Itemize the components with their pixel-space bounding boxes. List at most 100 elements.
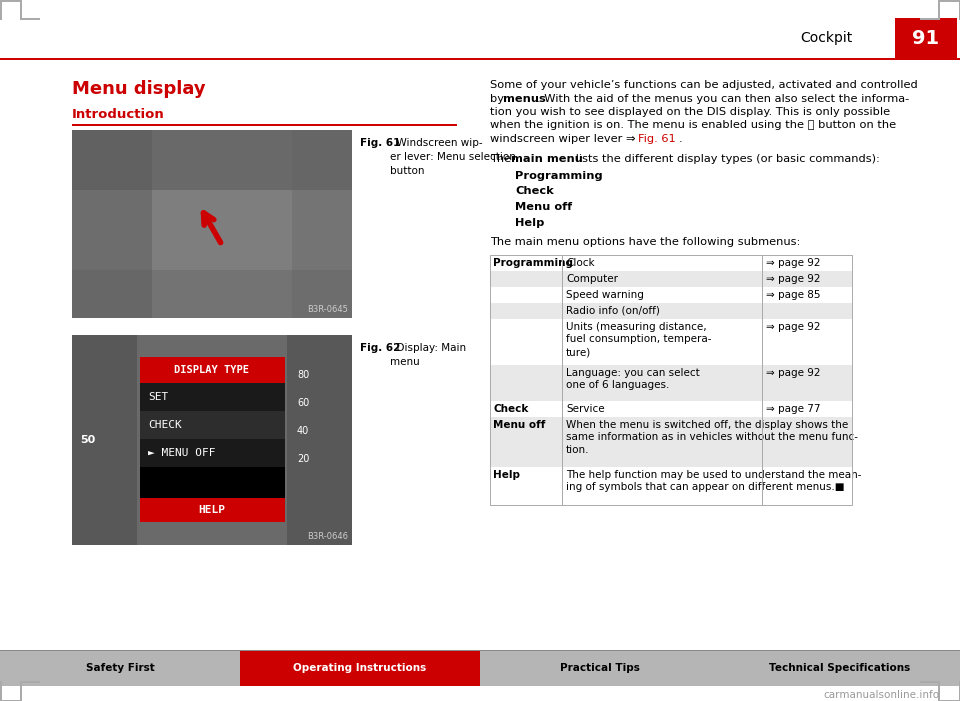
Bar bbox=[240, 651, 480, 686]
Text: The help function may be used to understand the mean-
ing of symbols that can ap: The help function may be used to underst… bbox=[566, 470, 861, 492]
Text: Computer: Computer bbox=[566, 273, 618, 283]
Bar bbox=[72, 270, 352, 318]
Bar bbox=[0, 681, 2, 701]
Text: Units (measuring distance,
fuel consumption, tempera-
ture): Units (measuring distance, fuel consumpt… bbox=[566, 322, 711, 357]
Text: Check: Check bbox=[493, 404, 528, 414]
Text: Language: you can select
one of 6 languages.: Language: you can select one of 6 langua… bbox=[566, 367, 700, 390]
Bar bbox=[490, 287, 852, 303]
Bar bbox=[958, 681, 960, 701]
Text: Some of your vehicle’s functions can be adjusted, activated and controlled: Some of your vehicle’s functions can be … bbox=[490, 80, 918, 90]
Bar bbox=[0, 0, 2, 20]
Text: Service: Service bbox=[566, 404, 605, 414]
Text: menus: menus bbox=[503, 93, 545, 104]
Text: B3R-0646: B3R-0646 bbox=[307, 532, 348, 541]
Bar bbox=[292, 130, 352, 318]
Bar bbox=[490, 303, 852, 318]
Bar bbox=[490, 416, 852, 466]
Text: Windscreen wip-
er lever: Menu selection
button: Windscreen wip- er lever: Menu selection… bbox=[390, 138, 516, 176]
Text: Programming: Programming bbox=[515, 171, 603, 181]
Text: Display: Main
menu: Display: Main menu bbox=[390, 343, 467, 367]
Bar bbox=[72, 130, 352, 318]
Bar bbox=[20, 681, 21, 701]
Bar bbox=[490, 271, 852, 287]
Bar bbox=[20, 681, 40, 683]
Bar bbox=[920, 18, 940, 20]
Bar bbox=[920, 681, 940, 683]
Text: Technical Specifications: Technical Specifications bbox=[769, 663, 911, 673]
Text: When the menu is switched off, the display shows the
same information as in vehi: When the menu is switched off, the displ… bbox=[566, 419, 858, 455]
Text: main menu: main menu bbox=[511, 154, 583, 163]
Bar bbox=[940, 0, 960, 1]
Bar bbox=[490, 318, 852, 365]
Bar bbox=[720, 651, 960, 686]
Text: 40: 40 bbox=[297, 426, 309, 436]
Text: lists the different display types (or basic commands):: lists the different display types (or ba… bbox=[572, 154, 880, 163]
Bar bbox=[938, 0, 940, 20]
Bar bbox=[72, 124, 457, 125]
Text: 20: 20 bbox=[297, 454, 309, 464]
Text: ► MENU OFF: ► MENU OFF bbox=[148, 448, 215, 458]
Text: CHECK: CHECK bbox=[148, 420, 181, 430]
Text: Fig. 61: Fig. 61 bbox=[638, 134, 676, 144]
Text: ⇒ page 92: ⇒ page 92 bbox=[766, 367, 821, 378]
Bar bbox=[20, 0, 21, 20]
Text: windscreen wiper lever ⇒: windscreen wiper lever ⇒ bbox=[490, 134, 636, 144]
Bar bbox=[480, 651, 720, 686]
Text: Practical Tips: Practical Tips bbox=[560, 663, 640, 673]
Text: Fig. 61: Fig. 61 bbox=[360, 138, 400, 148]
Bar bbox=[20, 18, 40, 20]
Bar bbox=[490, 400, 852, 416]
Text: The main menu options have the following submenus:: The main menu options have the following… bbox=[490, 237, 801, 247]
Text: ⇒ page 92: ⇒ page 92 bbox=[766, 273, 821, 283]
Bar bbox=[0, 700, 20, 701]
Text: Fig. 62: Fig. 62 bbox=[360, 343, 400, 353]
Text: Cockpit: Cockpit bbox=[800, 31, 852, 45]
Bar bbox=[940, 700, 960, 701]
Bar bbox=[72, 190, 352, 270]
Bar bbox=[140, 357, 285, 383]
Text: B3R-0645: B3R-0645 bbox=[307, 305, 348, 314]
Text: Operating Instructions: Operating Instructions bbox=[294, 663, 426, 673]
Text: .: . bbox=[679, 134, 683, 144]
Bar bbox=[140, 411, 285, 439]
Text: DISPLAY TYPE: DISPLAY TYPE bbox=[175, 365, 250, 375]
Text: Radio info (on/off): Radio info (on/off) bbox=[566, 306, 660, 315]
Text: when the ignition is on. The menu is enabled using the Ⓡ button on the: when the ignition is on. The menu is ena… bbox=[490, 121, 896, 130]
Text: Menu off: Menu off bbox=[515, 202, 572, 212]
Text: ⇒ page 92: ⇒ page 92 bbox=[766, 257, 821, 268]
Bar bbox=[490, 254, 852, 505]
Text: 50: 50 bbox=[80, 435, 95, 445]
Text: . With the aid of the menus you can then also select the informa-: . With the aid of the menus you can then… bbox=[537, 93, 909, 104]
Bar bbox=[140, 357, 285, 522]
Text: Safety First: Safety First bbox=[85, 663, 155, 673]
Bar bbox=[72, 335, 352, 545]
Text: by: by bbox=[490, 93, 508, 104]
Text: The: The bbox=[490, 154, 515, 163]
Bar bbox=[490, 254, 852, 271]
Bar bbox=[72, 130, 352, 190]
Text: Programming: Programming bbox=[493, 257, 573, 268]
Text: SET: SET bbox=[148, 392, 168, 402]
Text: 80: 80 bbox=[297, 370, 309, 380]
Text: Clock: Clock bbox=[566, 257, 594, 268]
Bar bbox=[287, 335, 352, 545]
Bar bbox=[958, 0, 960, 20]
Bar bbox=[490, 466, 852, 505]
Bar bbox=[140, 467, 285, 498]
Text: ⇒ page 77: ⇒ page 77 bbox=[766, 404, 821, 414]
Bar bbox=[490, 365, 852, 400]
Text: ⇒ page 85: ⇒ page 85 bbox=[766, 290, 821, 299]
Text: tion you wish to see displayed on the DIS display. This is only possible: tion you wish to see displayed on the DI… bbox=[490, 107, 890, 117]
Bar bbox=[938, 681, 940, 701]
Text: 91: 91 bbox=[912, 29, 940, 48]
Bar bbox=[140, 498, 285, 522]
Bar bbox=[0, 58, 960, 60]
Text: carmanualsonline.info: carmanualsonline.info bbox=[824, 690, 940, 700]
Bar bbox=[0, 0, 20, 1]
Text: Menu off: Menu off bbox=[493, 419, 545, 430]
Text: HELP: HELP bbox=[199, 505, 226, 515]
Bar bbox=[895, 18, 957, 58]
Bar bbox=[72, 130, 152, 318]
Bar bbox=[72, 335, 137, 545]
Text: Menu display: Menu display bbox=[72, 80, 205, 98]
